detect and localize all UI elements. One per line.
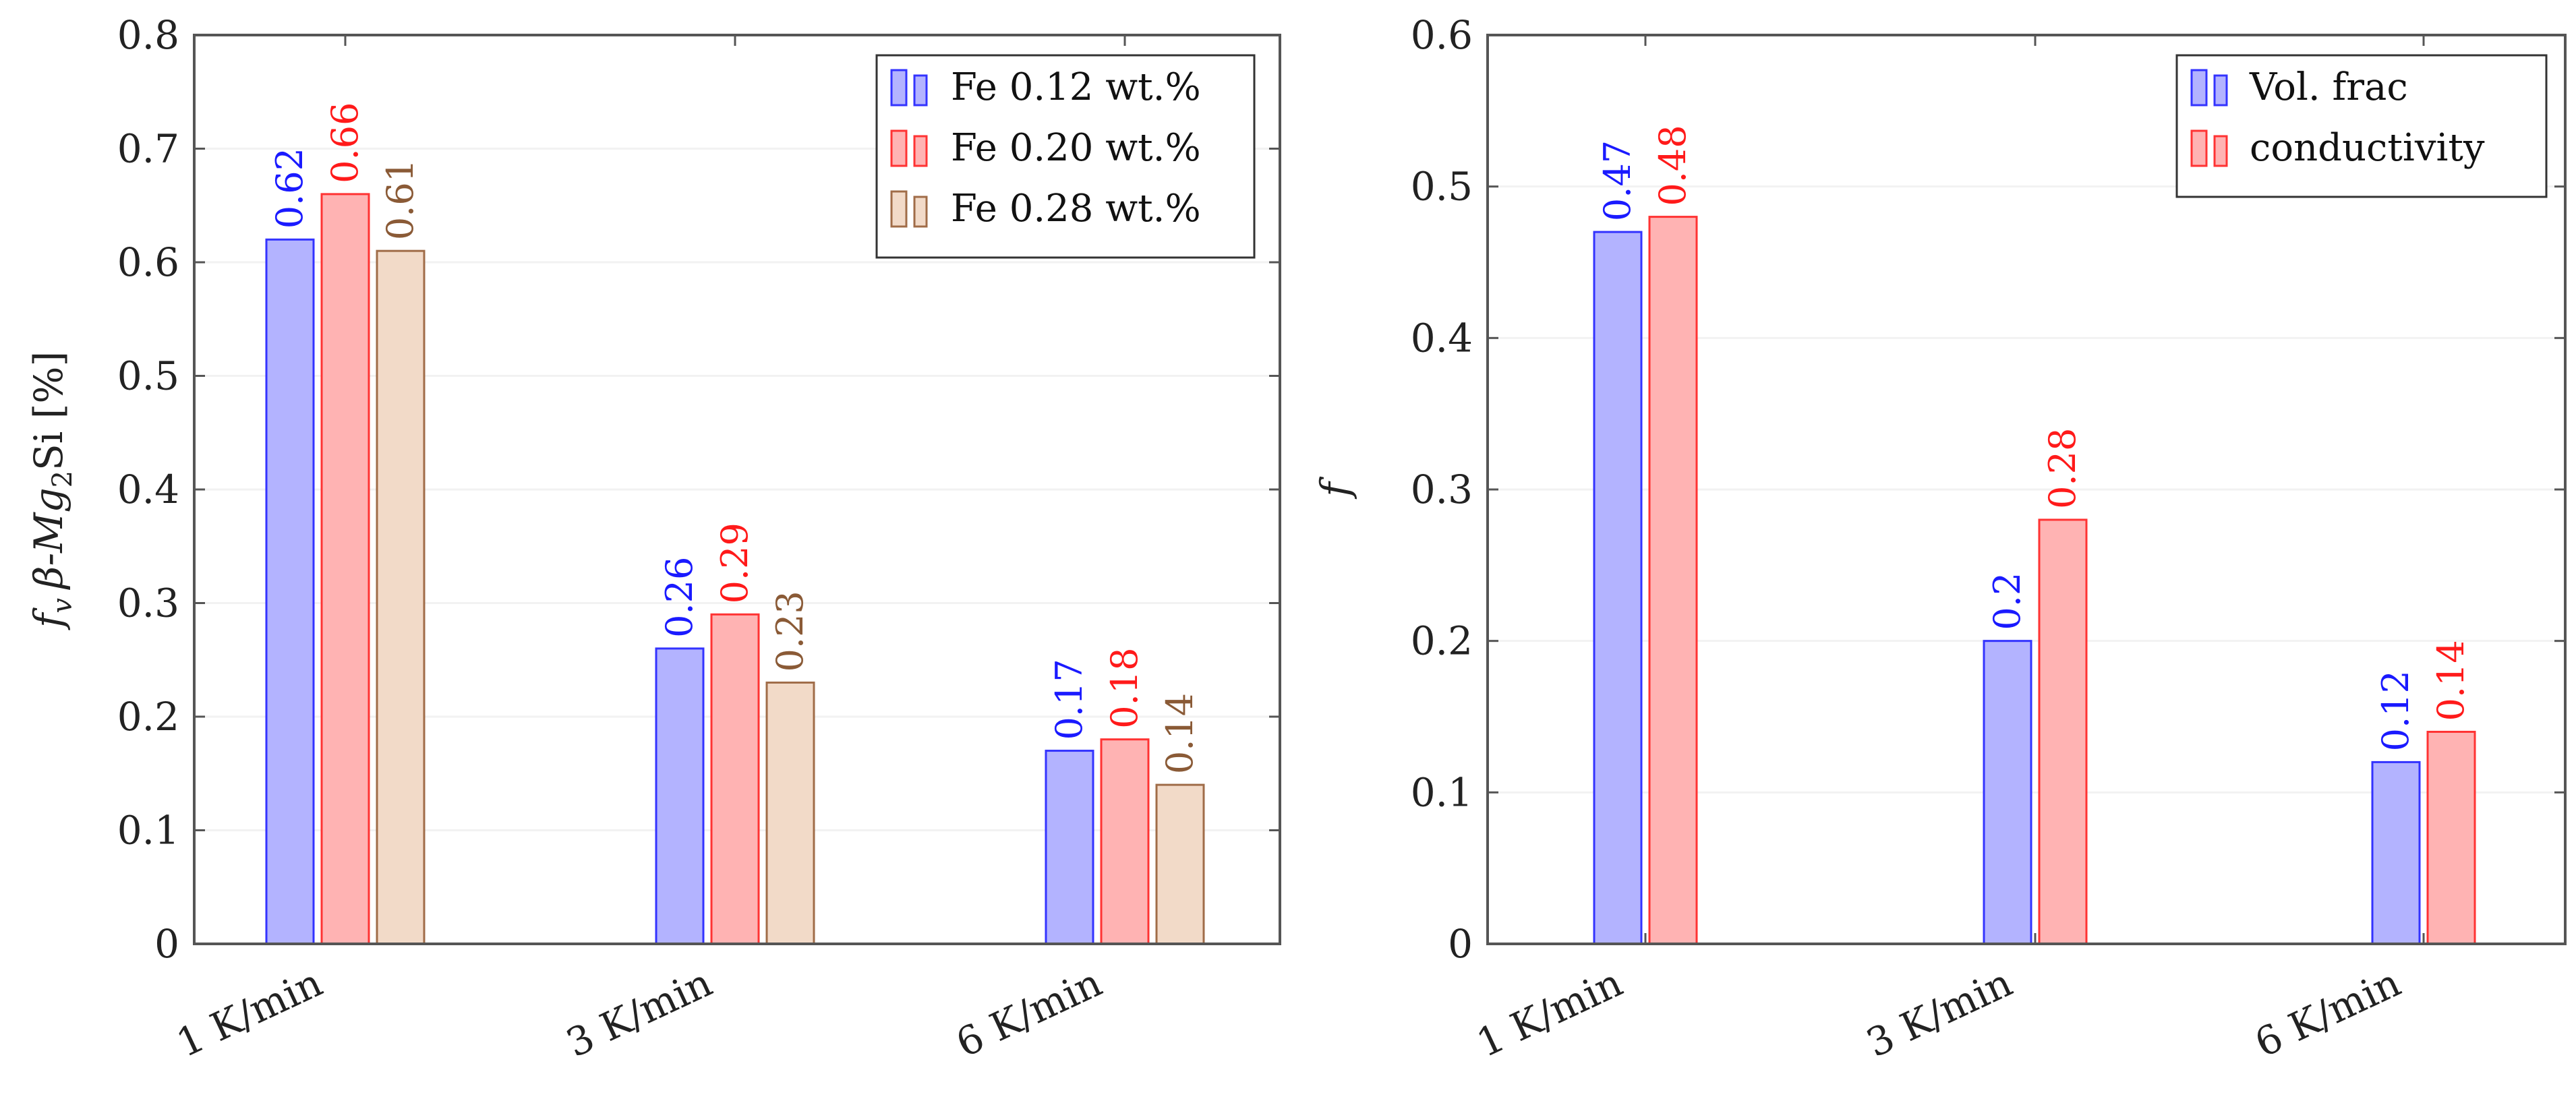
chart-left: 0 0.1 0.2 0.3 0.4 0.5 0.6 0.7 0.8 1 K/min 3 K/min… bbox=[26, 12, 1281, 1067]
legend-label: Fe 0.28 wt.% bbox=[951, 187, 1201, 231]
right-bars bbox=[1593, 216, 2476, 945]
ylabel-beta-mg: β-Mg bbox=[26, 487, 71, 590]
legend-swatch bbox=[2213, 135, 2228, 167]
bar bbox=[376, 249, 426, 945]
x-tick-label: 1 K/min bbox=[1470, 959, 1629, 1066]
legend-swatch bbox=[2190, 69, 2208, 107]
data-label: 0.14 bbox=[1159, 693, 1201, 774]
y-tick-label: 0.3 bbox=[117, 580, 179, 626]
data-label: 0.26 bbox=[658, 557, 701, 638]
y-tick-label: 0.5 bbox=[117, 353, 179, 399]
x-tick-label: 6 K/min bbox=[949, 959, 1109, 1066]
bar bbox=[1045, 750, 1094, 945]
left-y-tick-labels: 0 0.1 0.2 0.3 0.4 0.5 0.6 0.7 0.8 bbox=[117, 12, 179, 967]
bar bbox=[1155, 783, 1205, 945]
data-label: 0.61 bbox=[379, 159, 421, 240]
right-y-axis-label: f bbox=[1312, 476, 1358, 500]
data-label: 0.47 bbox=[1596, 140, 1639, 221]
legend-label: Fe 0.12 wt.% bbox=[951, 65, 1201, 109]
data-label: 0.12 bbox=[2374, 670, 2417, 751]
bar bbox=[1593, 231, 1643, 945]
y-tick-label: 0 bbox=[154, 921, 179, 967]
right-plot-frame bbox=[1486, 34, 2567, 945]
data-label: 0.23 bbox=[769, 591, 811, 671]
y-tick-label: 0.3 bbox=[1411, 467, 1473, 512]
data-label: 0.18 bbox=[1103, 647, 1146, 728]
y-tick-label: 0.7 bbox=[117, 126, 179, 172]
data-label: 0.48 bbox=[1651, 125, 1694, 206]
data-label: 0.28 bbox=[2041, 428, 2084, 509]
data-label: 0.17 bbox=[1048, 659, 1090, 740]
bar bbox=[2426, 730, 2476, 945]
legend-swatch bbox=[913, 135, 928, 167]
legend-swatch bbox=[2190, 129, 2208, 167]
legend-swatch bbox=[2213, 74, 2228, 107]
bar bbox=[265, 238, 315, 945]
legend-box bbox=[875, 54, 1256, 259]
legend-swatch bbox=[890, 69, 908, 107]
ylabel-si: Si [%] bbox=[26, 351, 71, 471]
legend-swatch bbox=[890, 129, 908, 167]
bar bbox=[1648, 216, 1698, 945]
bar bbox=[2371, 760, 2421, 945]
bar bbox=[710, 613, 760, 945]
legend-box bbox=[2175, 54, 2548, 198]
bar bbox=[655, 647, 705, 945]
y-tick-label: 0.6 bbox=[117, 239, 179, 285]
left-y-axis-label: fvβ-Mg2Si [%] bbox=[26, 351, 78, 630]
x-tick-label: 3 K/min bbox=[560, 959, 719, 1066]
data-label: 0.62 bbox=[268, 148, 311, 229]
right-data-labels: 0.47 0.2 0.12 0.48 0.28 0.14 bbox=[1596, 125, 2472, 751]
data-label: 0.66 bbox=[324, 102, 366, 183]
right-y-tick-labels: 0 0.1 0.2 0.3 0.4 0.5 0.6 bbox=[1411, 12, 1473, 967]
y-tick-label: 0.5 bbox=[1411, 164, 1473, 210]
right-legend: Vol. frac conductivity bbox=[2175, 54, 2548, 198]
chart-right: 0 0.1 0.2 0.3 0.4 0.5 0.6 1 K/min 3 K/min 6 K/mi… bbox=[1312, 12, 2567, 1067]
ylabel-subscript-v: v bbox=[47, 598, 78, 614]
bar bbox=[1100, 738, 1150, 945]
bar bbox=[2038, 518, 2088, 945]
bar bbox=[320, 193, 370, 945]
bar bbox=[1983, 640, 2032, 945]
legend-swatch bbox=[913, 74, 928, 107]
legend-swatch bbox=[913, 196, 928, 228]
ylabel-subscript-2: 2 bbox=[47, 471, 78, 487]
data-label: 0.29 bbox=[713, 522, 756, 603]
y-tick-label: 0.4 bbox=[117, 467, 179, 512]
y-tick-label: 0.2 bbox=[1411, 618, 1473, 664]
x-tick-label: 3 K/min bbox=[1860, 959, 2019, 1066]
left-data-labels: 0.62 0.26 0.17 0.66 0.29 0.18 0.61 0.23 0.14 bbox=[268, 102, 1201, 774]
left-legend: Fe 0.12 wt.% Fe 0.20 wt.% Fe 0.28 wt.% bbox=[875, 54, 1256, 259]
data-label: 0.2 bbox=[1986, 572, 2028, 630]
y-tick-label: 0.8 bbox=[117, 12, 179, 58]
data-label: 0.14 bbox=[2430, 640, 2472, 721]
x-tick-label: 6 K/min bbox=[2248, 959, 2407, 1066]
left-plot-frame bbox=[193, 34, 1281, 945]
y-tick-label: 0.1 bbox=[117, 808, 179, 854]
y-tick-label: 0 bbox=[1448, 921, 1473, 967]
legend-label: conductivity bbox=[2250, 126, 2485, 170]
y-tick-label: 0.1 bbox=[1411, 769, 1473, 815]
legend-swatch bbox=[890, 190, 908, 228]
legend-label: Vol. frac bbox=[2249, 65, 2408, 109]
y-tick-label: 0.2 bbox=[117, 694, 179, 740]
bar bbox=[765, 681, 815, 945]
legend-label: Fe 0.20 wt.% bbox=[951, 126, 1201, 170]
y-tick-label: 0.6 bbox=[1411, 12, 1473, 58]
y-tick-label: 0.4 bbox=[1411, 315, 1473, 361]
x-tick-label: 1 K/min bbox=[170, 959, 329, 1066]
